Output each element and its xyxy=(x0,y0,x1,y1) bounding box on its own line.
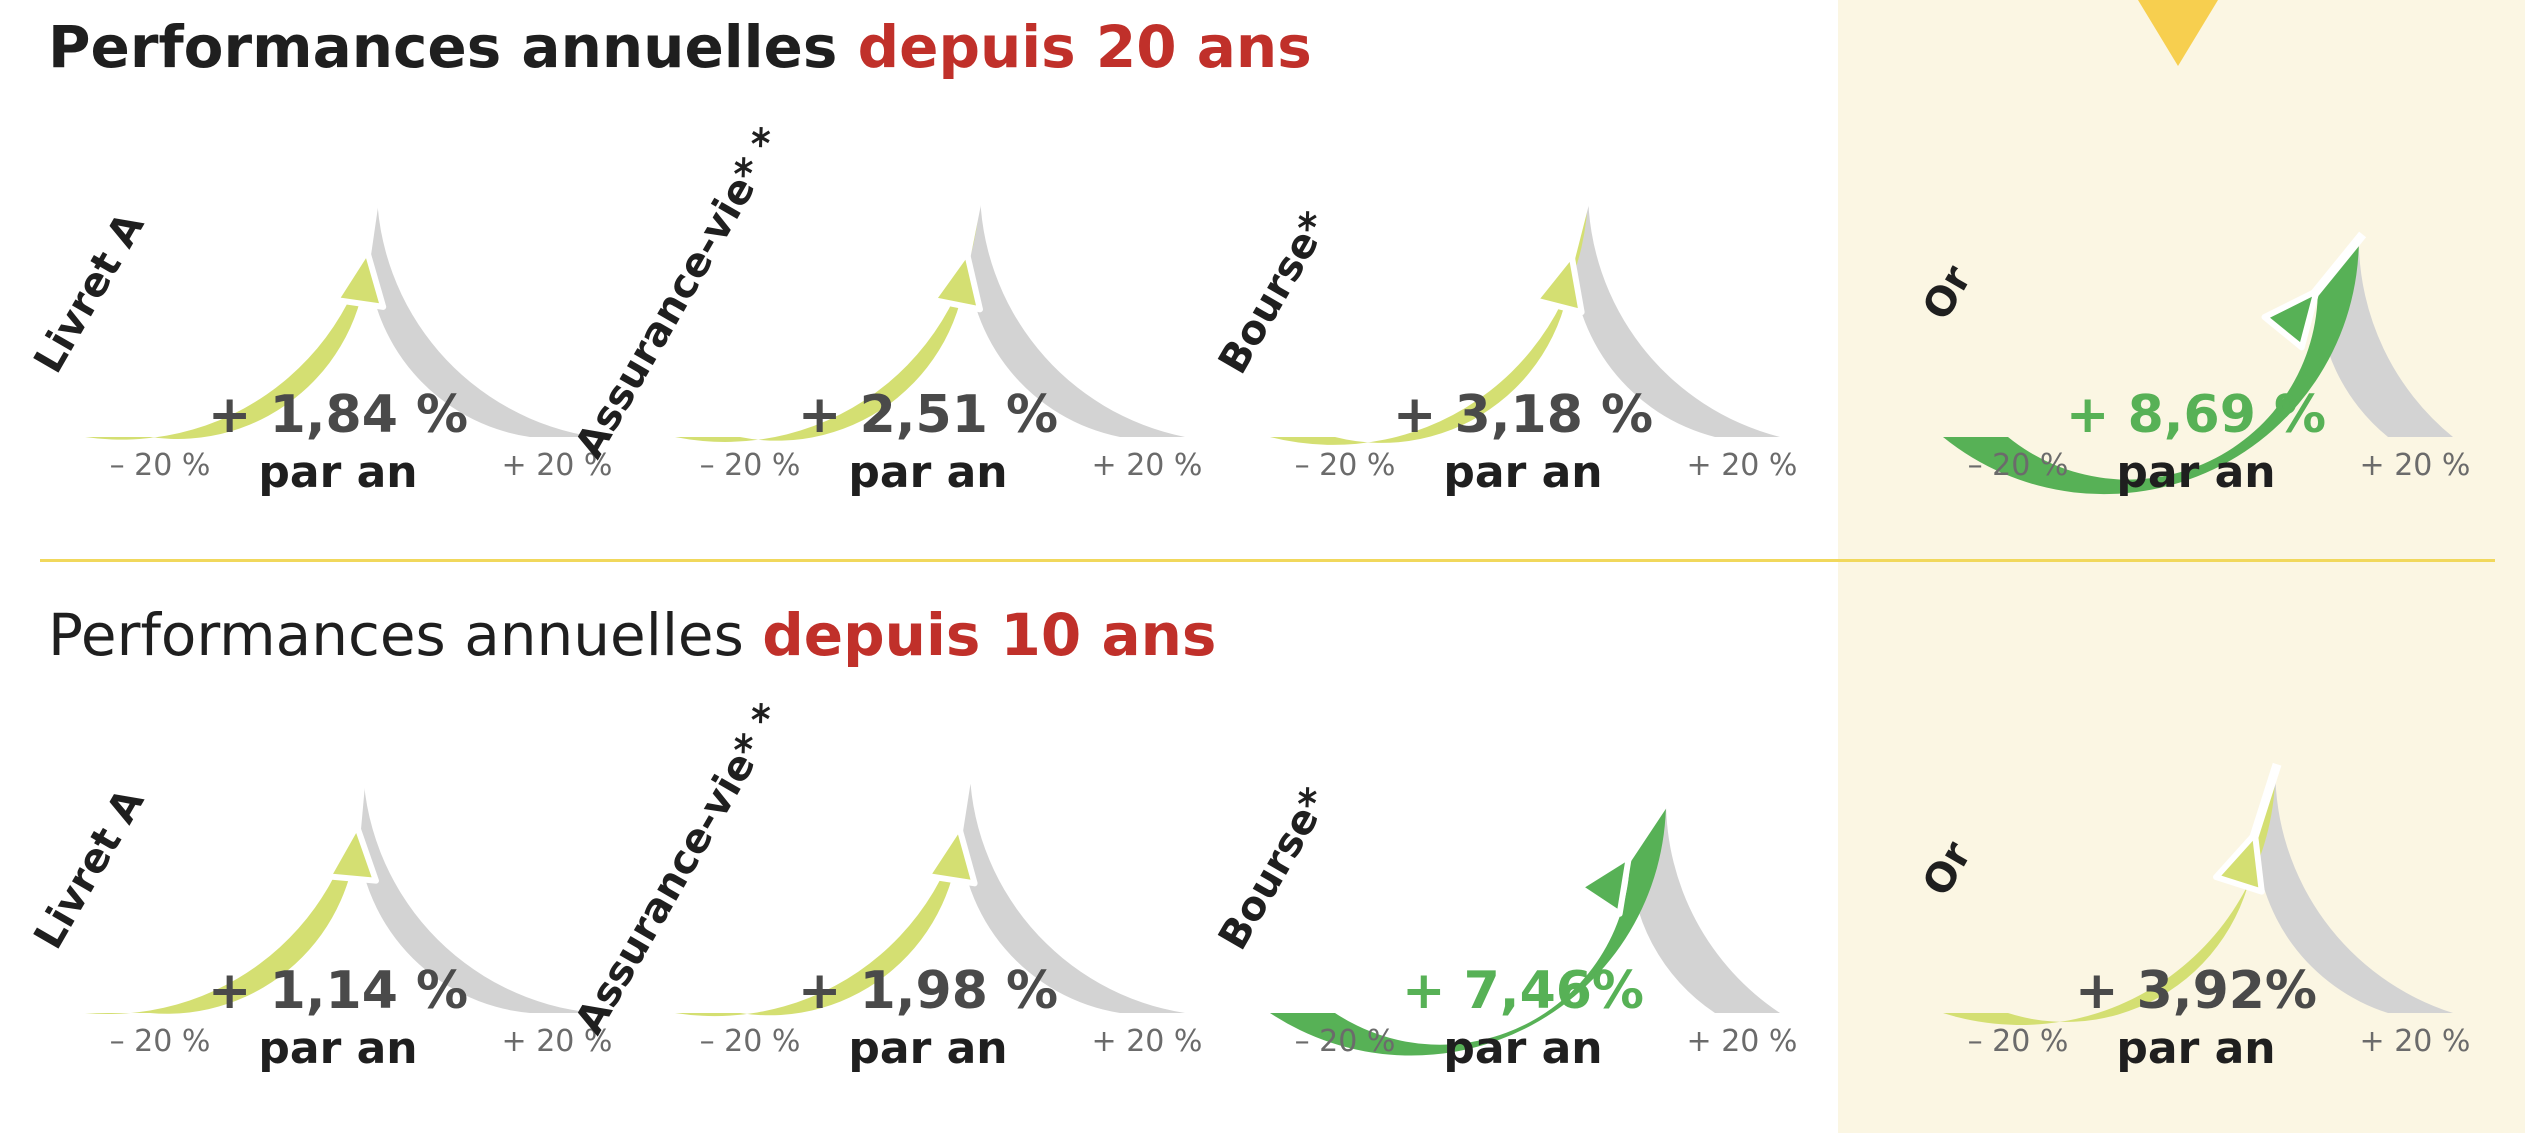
gauge-max-label-s1-g1: + 20 % xyxy=(1092,1024,1203,1059)
gauge-unit-s0-g3: par an xyxy=(2116,447,2275,498)
gauge-min-label-s1-g0: – 20 % xyxy=(110,1024,211,1059)
gauge-name-s0-g2: Bourse* xyxy=(1210,204,1339,381)
gauge-max-label-s0-g3: + 20 % xyxy=(2360,448,2471,483)
gauge-fill-s1-g0 xyxy=(85,759,363,1015)
gauge-track-s1-g0 xyxy=(356,759,595,1013)
section-divider xyxy=(40,559,2495,562)
gauge-max-label-s1-g3: + 20 % xyxy=(2360,1024,2471,1059)
gauge-name-s0-g0: Livret A xyxy=(25,205,153,381)
gauge-max-label-s1-g2: + 20 % xyxy=(1687,1024,1798,1059)
gauge-min-label-s0-g3: – 20 % xyxy=(1968,448,2069,483)
title-prefix: Performances annuelles xyxy=(48,13,858,81)
gauge-value-s1-g3: + 3,92% xyxy=(2075,961,2317,1021)
gauge-track-s1-g2 xyxy=(1630,800,1780,1013)
gauge-max-label-s1-g0: + 20 % xyxy=(502,1024,613,1059)
gauge-name-s1-g0: Livret A xyxy=(25,781,153,957)
gauge-name-s0-g3: Or xyxy=(1914,258,1981,328)
gauge-unit-s0-g0: par an xyxy=(258,447,417,498)
section-title-20-ans: Performances annuelles depuis 20 ans xyxy=(48,12,1312,82)
highlight-marker xyxy=(2138,0,2218,66)
gauge-min-label-s1-g2: – 20 % xyxy=(1295,1024,1396,1059)
marker-triangle-icon xyxy=(2138,0,2218,66)
gauge-unit-s1-g3: par an xyxy=(2116,1023,2275,1074)
gauge-pointer-icon-s1-g3 xyxy=(2213,830,2265,895)
gauge-track-s0-g2 xyxy=(1571,189,1780,437)
gauge-pointer-icon-s0-g2 xyxy=(1532,251,1585,316)
gauge-track-s1-g3 xyxy=(2255,769,2453,1013)
gauge-unit-s0-g2: par an xyxy=(1443,447,1602,498)
title-accent: depuis 20 ans xyxy=(857,13,1312,81)
gauge-value-s1-g0: + 1,14 % xyxy=(208,961,468,1021)
gauge-value-s1-g2: + 7,46% xyxy=(1402,961,1644,1021)
gauge-unit-s1-g0: par an xyxy=(258,1023,417,1074)
gauge-value-s0-g1: + 2,51 % xyxy=(798,385,1058,445)
gauge-unit-s1-g2: par an xyxy=(1443,1023,1602,1074)
gauge-fill-s1-g2 xyxy=(1270,800,1667,1056)
gauge-fill-s1-g3 xyxy=(1943,769,2276,1025)
gauge-pointer-icon-s1-g0 xyxy=(325,822,379,884)
gauge-min-label-s1-g3: – 20 % xyxy=(1968,1024,2069,1059)
gauge-pointer-icon-s0-g1 xyxy=(929,249,983,313)
or-highlight-column xyxy=(1838,0,2525,1133)
gauge-track-s0-g0 xyxy=(367,184,595,437)
gauge-value-s0-g3: + 8,69 % xyxy=(2066,385,2326,445)
gauge-unit-s1-g1: par an xyxy=(848,1023,1007,1074)
gauge-pointer-icon-s1-g2 xyxy=(1576,853,1632,917)
gauge-value-s0-g2: + 3,18 % xyxy=(1393,385,1653,445)
gauge-pointer-icon-s1-g1 xyxy=(924,824,978,887)
gauge-unit-s0-g1: par an xyxy=(848,447,1007,498)
gauge-min-label-s1-g1: – 20 % xyxy=(700,1024,801,1059)
gauge-name-s0-g1: Assurance-vie* * xyxy=(566,120,792,466)
gauge-value-s1-g1: + 1,98 % xyxy=(798,961,1058,1021)
gauge-min-label-s0-g2: – 20 % xyxy=(1295,448,1396,483)
gauge-track-s0-g1 xyxy=(967,186,1185,437)
gauge-name-s1-g1: Assurance-vie* * xyxy=(566,696,792,1042)
gauge-value-s0-g0: + 1,84 % xyxy=(208,385,468,445)
gauge-name-s1-g3: Or xyxy=(1914,834,1981,904)
gauge-fill-s0-g2 xyxy=(1270,189,1589,445)
gauge-min-label-s0-g0: – 20 % xyxy=(110,448,211,483)
gauge-fill-s0-g0 xyxy=(85,184,377,440)
title-prefix: Performances annuelles xyxy=(48,601,763,669)
gauge-pointer-icon-s0-g0 xyxy=(332,247,387,310)
title-accent: depuis 10 ans xyxy=(762,601,1217,669)
gauge-min-label-s0-g1: – 20 % xyxy=(700,448,801,483)
gauge-fill-s1-g1 xyxy=(675,761,970,1017)
gauge-fill-s0-g1 xyxy=(675,186,980,442)
section-title-10-ans: Performances annuelles depuis 10 ans xyxy=(48,600,1216,670)
gauge-max-label-s0-g0: + 20 % xyxy=(502,448,613,483)
gauge-track-s1-g1 xyxy=(959,761,1185,1013)
gauge-pointer-icon-s0-g3 xyxy=(2261,288,2320,351)
gauge-max-label-s0-g2: + 20 % xyxy=(1687,448,1798,483)
gauge-name-s1-g2: Bourse* xyxy=(1210,780,1339,957)
gauge-max-label-s0-g1: + 20 % xyxy=(1092,448,1203,483)
